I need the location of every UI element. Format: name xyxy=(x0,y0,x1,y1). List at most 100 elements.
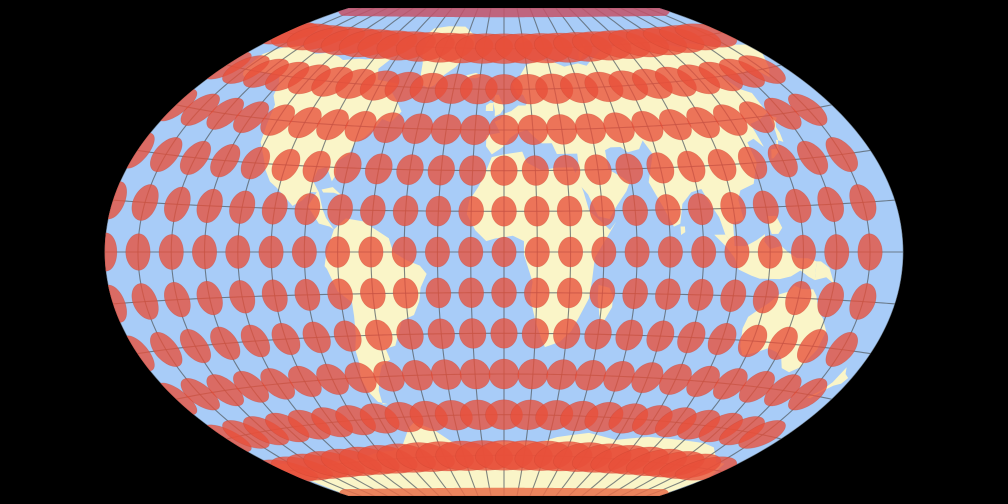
tissot-indicatrix xyxy=(521,155,549,186)
tissot-indicatrix xyxy=(288,365,322,398)
tissot-indicatrix xyxy=(271,148,301,182)
tissot-indicatrix xyxy=(260,104,296,136)
tissot-indicatrix xyxy=(424,236,450,268)
tissot-indicatrix xyxy=(196,280,223,316)
tissot-indicatrix xyxy=(712,368,748,400)
tissot-indicatrix xyxy=(391,236,417,268)
tissot-indicatrix xyxy=(655,278,681,310)
tissot-indicatrix xyxy=(294,278,321,311)
tissot-indicatrix xyxy=(327,278,353,310)
landmass-sri-lanka xyxy=(680,226,686,236)
tissot-indicatrix xyxy=(260,368,296,400)
tissot-indicatrix xyxy=(707,322,737,356)
tissot-indicatrix xyxy=(553,154,581,186)
tissot-indicatrix xyxy=(556,277,583,309)
tissot-indicatrix xyxy=(344,110,377,142)
tissot-indicatrix xyxy=(767,326,798,360)
tissot-indicatrix xyxy=(196,188,223,224)
tissot-indicatrix xyxy=(316,109,349,141)
tissot-indicatrix xyxy=(646,152,675,184)
tissot-indicatrix xyxy=(584,154,612,186)
tissot-indicatrix xyxy=(425,277,452,309)
tissot-indicatrix xyxy=(849,184,877,221)
tissot-indicatrix xyxy=(401,113,434,145)
tissot-indicatrix xyxy=(622,278,648,310)
tissot-indicatrix xyxy=(491,196,517,227)
tissot-indicatrix xyxy=(210,326,241,360)
tissot-indicatrix xyxy=(752,280,779,314)
tissot-indicatrix xyxy=(817,281,845,318)
tissot-indicatrix xyxy=(677,150,706,183)
tissot-indicatrix xyxy=(430,359,462,390)
tissot-indicatrix xyxy=(344,362,377,394)
tissot-indicatrix xyxy=(589,277,616,309)
tissot-indicatrix xyxy=(180,93,220,126)
map-content xyxy=(104,8,904,496)
tissot-indicatrix xyxy=(316,363,349,395)
tissot-indicatrix xyxy=(724,235,750,269)
tissot-indicatrix xyxy=(631,110,664,142)
tissot-indicatrix xyxy=(788,93,828,126)
tissot-indicatrix xyxy=(824,234,850,270)
tissot-indicatrix xyxy=(191,234,218,270)
tissot-indicatrix xyxy=(738,420,786,449)
tissot-indicatrix xyxy=(720,191,747,225)
tissot-indicatrix xyxy=(687,278,714,311)
tissot-indicatrix xyxy=(163,186,191,223)
tissot-indicatrix xyxy=(603,360,635,392)
tissot-indicatrix xyxy=(392,277,419,309)
tissot-indicatrix xyxy=(360,194,386,226)
tissot-indicatrix xyxy=(517,358,549,390)
tissot-indicatrix xyxy=(333,152,362,184)
tissot-indicatrix xyxy=(149,331,183,367)
tissot-indicatrix xyxy=(125,233,151,271)
tissot-indicatrix xyxy=(491,277,517,308)
tissot-indicatrix xyxy=(131,184,159,221)
tissot-indicatrix xyxy=(517,114,549,146)
tissot-indicatrix xyxy=(712,104,748,136)
tissot-indicatrix xyxy=(825,137,859,173)
tissot-indicatrix xyxy=(459,318,487,349)
tissot-indicatrix xyxy=(857,233,883,271)
tissot-indicatrix xyxy=(655,194,681,226)
tissot-indicatrix xyxy=(738,101,775,134)
tissot-indicatrix xyxy=(373,112,405,144)
tissot-indicatrix xyxy=(615,153,644,185)
tissot-indicatrix xyxy=(358,236,384,268)
tissot-indicatrix xyxy=(574,359,607,391)
tissot-indicatrix xyxy=(591,236,617,268)
tissot-indicatrix xyxy=(131,283,159,320)
tissot-indicatrix xyxy=(488,114,520,146)
tissot-indicatrix xyxy=(325,236,351,268)
tissot-indicatrix xyxy=(206,374,245,407)
tissot-indicatrix xyxy=(206,97,245,130)
tissot-indicatrix xyxy=(459,155,487,186)
tissot-indicatrix xyxy=(757,235,783,269)
tissot-indicatrix xyxy=(659,109,692,141)
tissot-indicatrix xyxy=(849,283,877,320)
tissot-indicatrix xyxy=(163,281,191,318)
tissot-indicatrix xyxy=(796,140,829,175)
tissot-indicatrix xyxy=(490,155,518,186)
tissot-indicatrix xyxy=(659,363,692,395)
tissot-indicatrix xyxy=(490,318,518,349)
tissot-indicatrix xyxy=(737,324,768,358)
south-pole-indicatrix-band xyxy=(338,487,670,496)
tissot-indicatrix xyxy=(825,331,859,367)
tissot-indicatrix xyxy=(459,358,491,390)
tissot-indicatrix xyxy=(817,186,845,223)
tissot-indicatrix xyxy=(589,195,616,227)
tissot-indicatrix xyxy=(240,324,271,358)
tissot-indicatrix xyxy=(687,193,714,226)
tissot-indicatrix xyxy=(229,190,256,224)
tissot-indicatrix xyxy=(396,318,424,350)
tissot-indicatrix xyxy=(737,146,768,180)
tissot-indicatrix xyxy=(149,137,183,173)
tissot-indicatrix xyxy=(546,114,578,145)
tissot-indicatrix xyxy=(364,153,393,185)
tissot-indicatrix xyxy=(427,154,455,186)
tissot-indicatrix xyxy=(458,277,484,308)
tissot-indicatrix xyxy=(788,378,828,411)
tissot-indicatrix xyxy=(624,236,650,268)
tissot-indicatrix xyxy=(491,236,517,268)
